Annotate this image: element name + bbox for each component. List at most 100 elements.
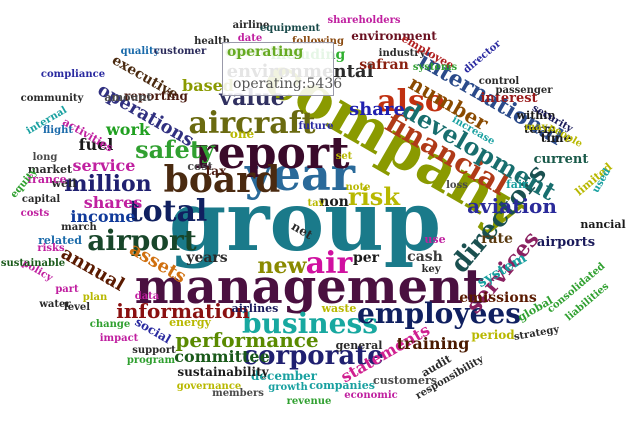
- word-general[interactable]: general: [336, 339, 383, 352]
- word-sustainability[interactable]: sustainability: [177, 365, 269, 379]
- word-based[interactable]: based: [182, 76, 234, 95]
- word-long[interactable]: long: [33, 152, 58, 163]
- word-business[interactable]: business: [242, 307, 378, 340]
- word-million[interactable]: million: [64, 171, 151, 197]
- word-aviation[interactable]: aviation: [467, 194, 557, 218]
- word-quality[interactable]: quality: [121, 46, 161, 57]
- word-period[interactable]: period: [471, 328, 515, 342]
- word-members[interactable]: members: [212, 388, 264, 399]
- word-director[interactable]: director: [462, 38, 504, 76]
- word-growth[interactable]: growth: [268, 382, 308, 393]
- word-aircraft[interactable]: aircraft: [189, 106, 316, 141]
- word-non[interactable]: non: [319, 194, 349, 210]
- word-service[interactable]: service: [73, 156, 136, 175]
- word-data[interactable]: data: [135, 291, 160, 302]
- word-years[interactable]: years: [185, 250, 227, 266]
- word-group[interactable]: group: [169, 174, 441, 270]
- word-sustainable[interactable]: sustainable: [1, 258, 65, 269]
- word-health[interactable]: health: [194, 36, 231, 47]
- word-fair[interactable]: fair: [506, 178, 528, 191]
- word-airline[interactable]: airline: [233, 20, 270, 31]
- word-interest[interactable]: interest: [480, 91, 537, 106]
- word-environment[interactable]: environment: [351, 29, 437, 43]
- word-control[interactable]: control: [479, 76, 520, 87]
- word-costs[interactable]: costs: [21, 208, 50, 219]
- word-airlines[interactable]: airlines: [232, 302, 279, 315]
- word-program[interactable]: program: [127, 355, 176, 366]
- word-report[interactable]: report: [195, 128, 350, 179]
- word-support[interactable]: support: [132, 345, 176, 356]
- word-energy[interactable]: energy: [169, 316, 211, 329]
- word-work[interactable]: work: [105, 120, 151, 139]
- word-safety[interactable]: safety: [135, 135, 216, 164]
- word-term[interactable]: term: [524, 122, 557, 136]
- word-plan[interactable]: plan: [83, 292, 108, 303]
- word-water[interactable]: water: [38, 299, 71, 310]
- word-part[interactable]: part: [55, 284, 79, 295]
- word-customer[interactable]: customer: [154, 46, 207, 57]
- word-march[interactable]: march: [61, 222, 97, 233]
- word-related[interactable]: related: [38, 234, 82, 247]
- word-december[interactable]: december: [251, 369, 318, 383]
- word-time[interactable]: time: [541, 131, 572, 145]
- word-within[interactable]: within: [516, 109, 556, 122]
- word-one[interactable]: one: [230, 127, 255, 141]
- word-employees[interactable]: employees: [357, 297, 521, 330]
- word-management[interactable]: management: [135, 259, 485, 315]
- word-set[interactable]: set: [336, 151, 353, 162]
- word-equipment[interactable]: equipment: [260, 23, 321, 34]
- word-shareholders[interactable]: shareholders: [327, 15, 400, 26]
- word-tav[interactable]: tav: [308, 198, 326, 209]
- word-rate[interactable]: rate: [481, 231, 513, 247]
- word-risks[interactable]: risks: [37, 243, 65, 254]
- word-revenue[interactable]: revenue: [287, 396, 332, 407]
- word-may[interactable]: may: [525, 122, 549, 133]
- word-current[interactable]: current: [534, 152, 589, 167]
- word-also[interactable]: also: [377, 84, 445, 119]
- word-amount[interactable]: amount: [104, 91, 152, 104]
- word-capital[interactable]: capital: [22, 194, 60, 205]
- word-fuel[interactable]: fuel: [79, 135, 114, 154]
- word-training[interactable]: training: [397, 334, 470, 353]
- word-tax[interactable]: tax: [206, 164, 227, 178]
- word-systems[interactable]: systems: [413, 62, 458, 73]
- word-income[interactable]: income: [70, 207, 135, 226]
- word-well[interactable]: well: [51, 177, 77, 190]
- word-companies[interactable]: companies: [309, 379, 375, 392]
- word-flight[interactable]: flight: [43, 125, 73, 136]
- word-performance[interactable]: performance: [175, 328, 318, 352]
- word-airports[interactable]: airports: [537, 235, 595, 250]
- word-market[interactable]: market: [28, 163, 73, 176]
- word-future[interactable]: future: [298, 121, 333, 132]
- word-emissions[interactable]: emissions: [459, 290, 537, 306]
- word-key[interactable]: key: [421, 264, 441, 275]
- word-new[interactable]: new: [258, 253, 308, 279]
- word-passenger[interactable]: passenger: [496, 85, 554, 96]
- word-compliance[interactable]: compliance: [41, 69, 105, 80]
- word-air[interactable]: air: [306, 246, 354, 281]
- word-date[interactable]: date: [238, 33, 262, 44]
- word-year[interactable]: year: [244, 147, 356, 201]
- word-risk[interactable]: risk: [348, 182, 401, 211]
- word-board[interactable]: board: [164, 159, 281, 201]
- word-cash[interactable]: cash: [407, 249, 443, 265]
- word-information[interactable]: information: [116, 299, 250, 323]
- word-loss[interactable]: loss: [446, 180, 468, 191]
- word-france[interactable]: france: [27, 173, 66, 186]
- word-level[interactable]: level: [64, 302, 90, 313]
- word-note[interactable]: note: [346, 182, 371, 193]
- word-safran[interactable]: safran: [359, 57, 409, 73]
- word-cost[interactable]: cost: [187, 160, 213, 173]
- word-governance[interactable]: governance: [177, 381, 242, 392]
- word-corporate[interactable]: corporate: [242, 341, 384, 371]
- word-committee[interactable]: committee: [174, 347, 270, 366]
- word-shares[interactable]: shares: [84, 193, 143, 212]
- word-use[interactable]: use: [424, 233, 445, 246]
- word-total[interactable]: total: [129, 194, 208, 229]
- word-customers[interactable]: customers: [373, 374, 437, 387]
- word-waste[interactable]: waste: [321, 302, 357, 315]
- word-share[interactable]: share: [349, 99, 405, 120]
- word-change[interactable]: change: [90, 319, 130, 330]
- word-reporting[interactable]: reporting: [124, 89, 189, 103]
- word-airport[interactable]: airport: [87, 224, 197, 257]
